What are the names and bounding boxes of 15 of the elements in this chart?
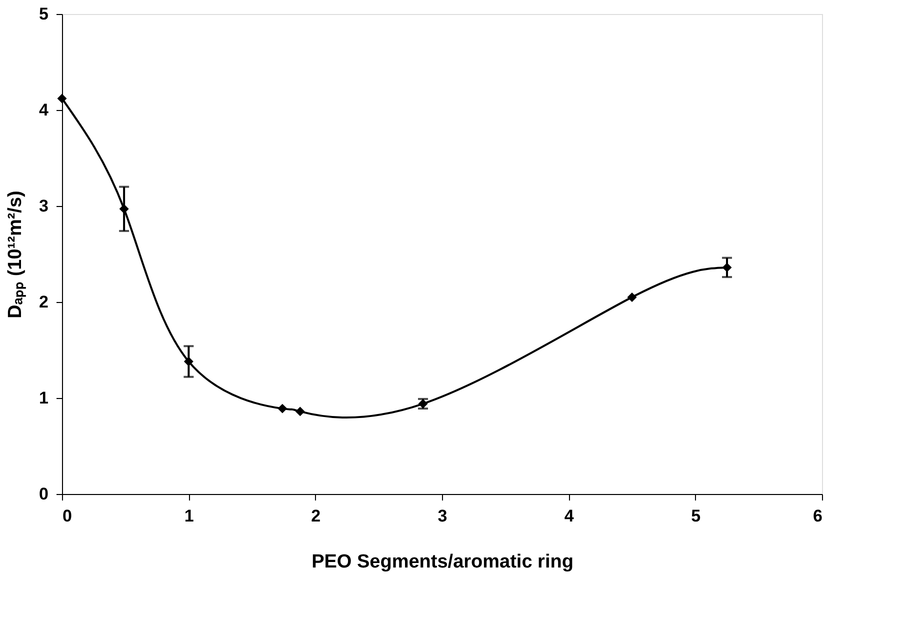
x-tick-label: 3 bbox=[438, 506, 448, 526]
x-tick-label: 0 bbox=[62, 506, 72, 526]
y-tick-label: 4 bbox=[39, 100, 50, 120]
x-tick-label: 5 bbox=[691, 506, 701, 526]
y-axis-title: Dₐₚₚ (10¹²m²/s) bbox=[5, 190, 26, 318]
y-tick-label: 3 bbox=[39, 196, 48, 216]
x-tick-label: 1 bbox=[184, 506, 194, 526]
x-tick-label: 4 bbox=[564, 506, 574, 526]
x-axis-title: PEO Segments/aromatic ring bbox=[312, 552, 574, 572]
y-tick-label: 1 bbox=[39, 388, 48, 408]
y-tick-label: 5 bbox=[39, 4, 48, 24]
y-tick-label: 2 bbox=[39, 292, 48, 312]
x-tick-label: 6 bbox=[813, 506, 822, 526]
y-tick-label: 0 bbox=[39, 484, 48, 504]
x-tick-label: 2 bbox=[311, 506, 321, 526]
